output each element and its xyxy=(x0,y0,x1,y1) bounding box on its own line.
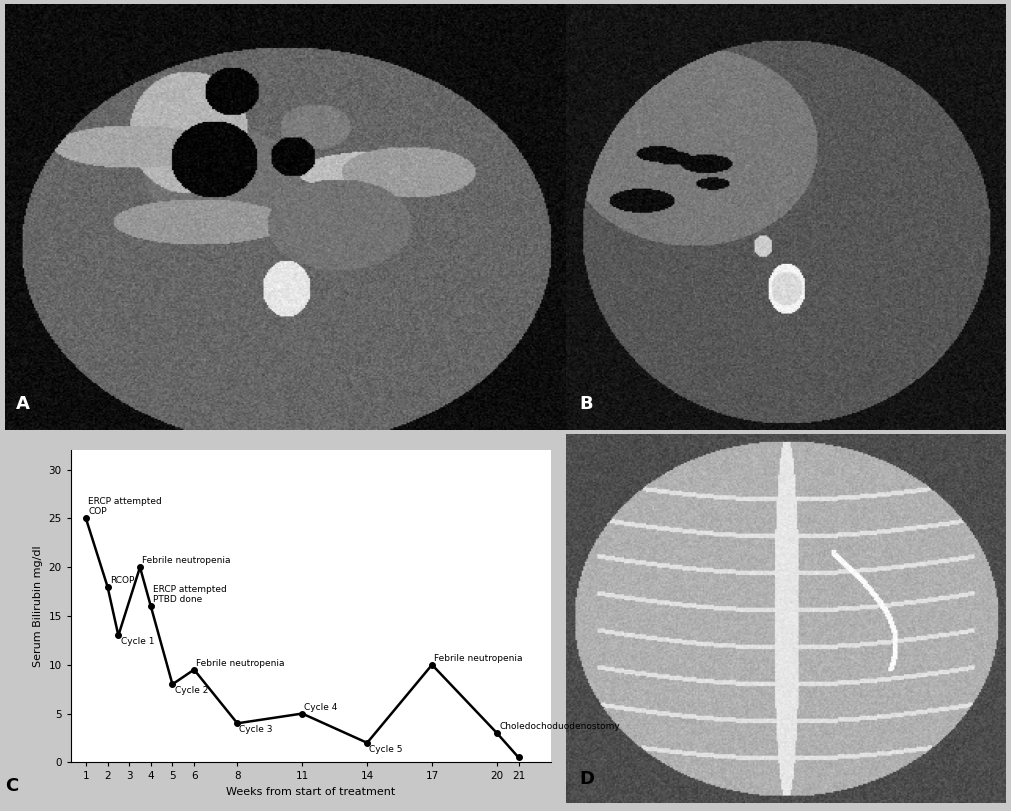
Text: C: C xyxy=(5,777,18,795)
Text: Cycle 2: Cycle 2 xyxy=(175,686,208,695)
Text: Febrile neutropenia: Febrile neutropenia xyxy=(143,556,231,565)
Text: A: A xyxy=(16,395,30,413)
Text: Febrile neutropenia: Febrile neutropenia xyxy=(196,659,285,667)
Text: Cycle 5: Cycle 5 xyxy=(369,744,402,753)
Y-axis label: Serum Bilirubin mg/dl: Serum Bilirubin mg/dl xyxy=(33,546,42,667)
X-axis label: Weeks from start of treatment: Weeks from start of treatment xyxy=(226,787,395,797)
Text: Cycle 3: Cycle 3 xyxy=(240,725,273,734)
Text: RCOP: RCOP xyxy=(110,576,134,585)
Text: Cycle 4: Cycle 4 xyxy=(304,702,338,711)
Text: Choledochoduodenostomy: Choledochoduodenostomy xyxy=(499,722,620,732)
Text: Cycle 1: Cycle 1 xyxy=(120,637,154,646)
Text: ERCP attempted
COP: ERCP attempted COP xyxy=(88,497,162,517)
Text: B: B xyxy=(579,395,593,413)
Text: Febrile neutropenia: Febrile neutropenia xyxy=(434,654,523,663)
Text: ERCP attempted
PTBD done: ERCP attempted PTBD done xyxy=(153,585,226,604)
Text: D: D xyxy=(579,770,594,788)
